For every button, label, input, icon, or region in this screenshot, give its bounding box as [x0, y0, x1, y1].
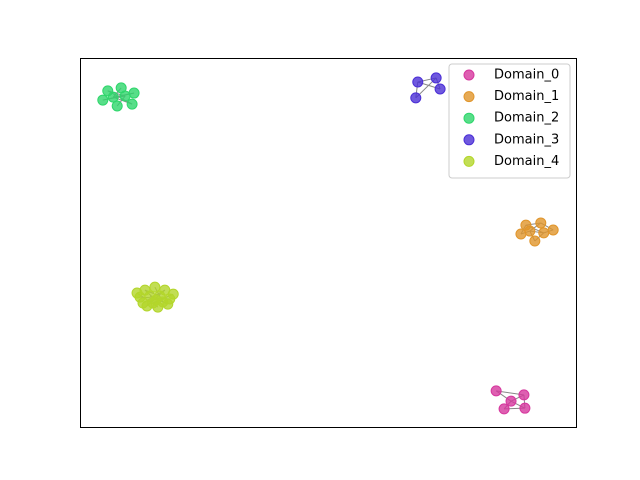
node: [126, 98, 138, 110]
node: [505, 395, 517, 407]
node: [410, 92, 422, 104]
node: [430, 72, 442, 84]
node: [162, 298, 174, 310]
node: [547, 224, 559, 236]
legend-marker: [463, 134, 475, 146]
node: [141, 300, 153, 312]
node: [524, 225, 536, 237]
legend-label: Domain_2: [494, 111, 559, 126]
legend-box: [448, 63, 571, 179]
legend-marker: [463, 91, 475, 103]
node: [119, 90, 131, 102]
node: [529, 235, 541, 247]
node: [498, 403, 510, 415]
node: [490, 385, 502, 397]
plot-frame: [80, 58, 577, 428]
node: [97, 94, 109, 106]
node: [111, 100, 123, 112]
node: [518, 389, 530, 401]
legend-label: Domain_1: [494, 89, 559, 104]
legend-label: Domain_0: [494, 68, 559, 83]
node: [538, 227, 550, 239]
node: [412, 76, 424, 88]
node: [434, 83, 446, 95]
node: [150, 294, 162, 306]
legend-marker: [463, 112, 475, 124]
legend-label: Domain_3: [494, 132, 559, 147]
node: [535, 217, 547, 229]
legend: Domain_0 Domain_1 Domain_2 Domain_3 Domain_4: [448, 63, 571, 179]
node: [107, 91, 119, 103]
node: [519, 402, 531, 414]
node: [131, 287, 143, 299]
legend-marker: [463, 69, 475, 81]
legend-marker: [463, 155, 475, 167]
legend-label: Domain_4: [494, 154, 559, 169]
node: [149, 281, 161, 293]
